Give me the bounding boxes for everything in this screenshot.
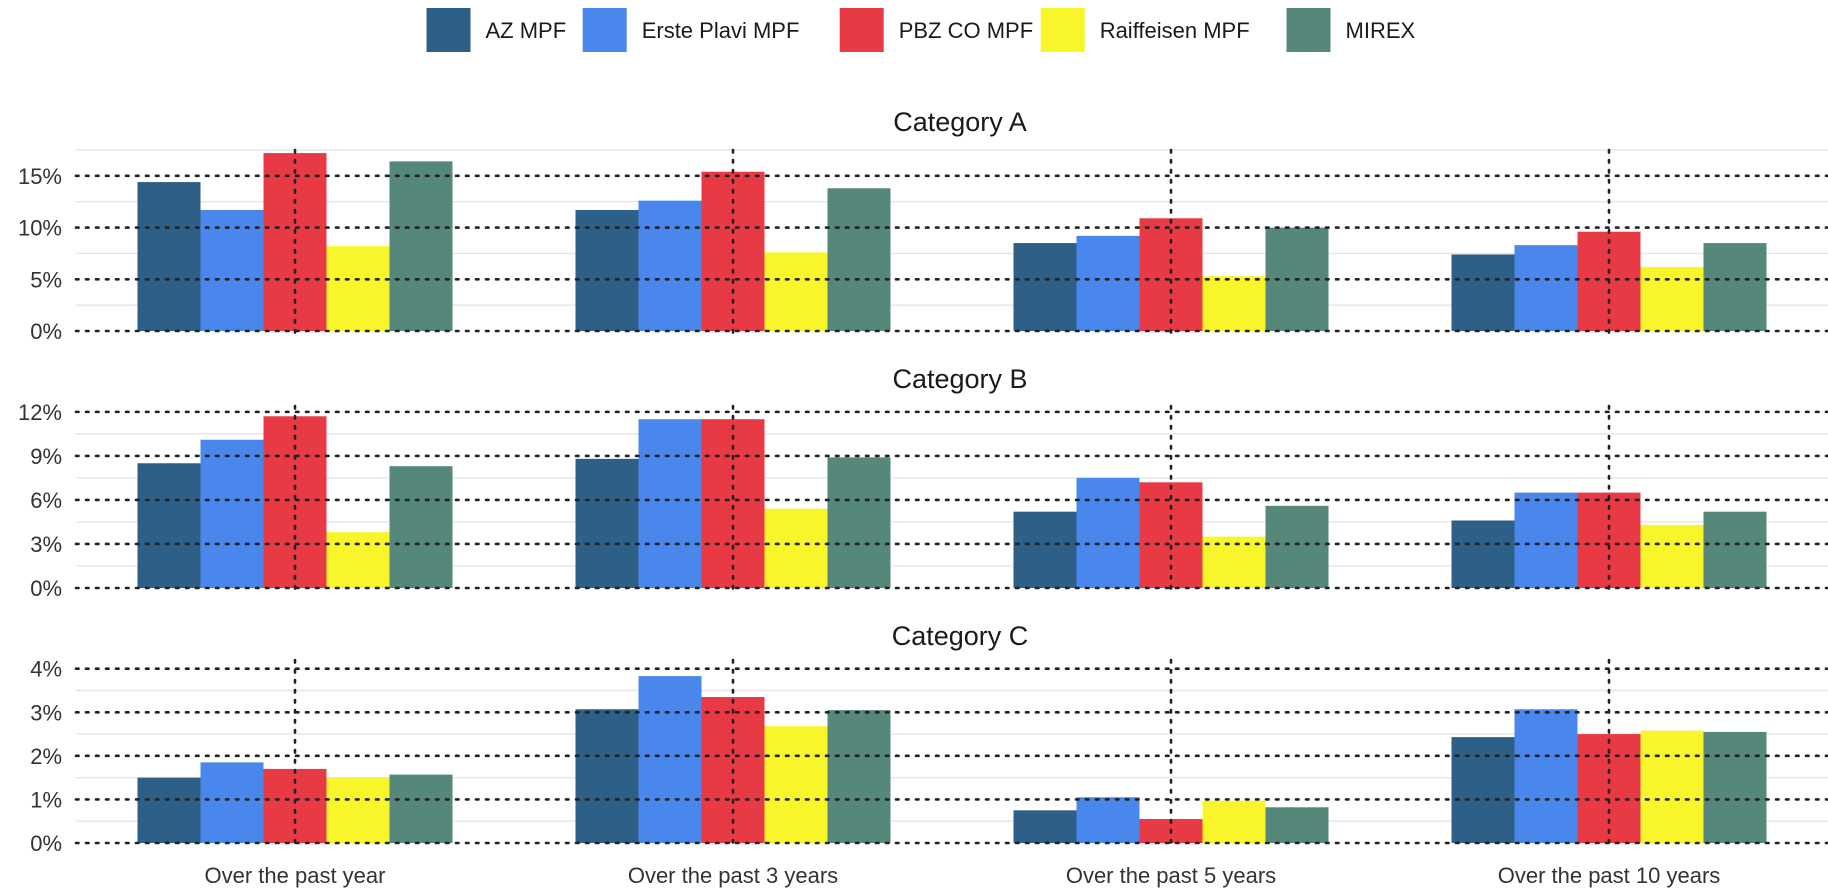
legend-swatch [1040, 8, 1085, 52]
x-tick-label: Over the past year [205, 863, 386, 888]
bar-az-mpf [575, 209, 639, 331]
bars [137, 676, 1767, 843]
bar-az-mpf [1451, 254, 1515, 331]
bar-raiffeisen-mpf [326, 246, 390, 331]
y-tick-label: 5% [30, 267, 62, 292]
panel-title: Category A [893, 107, 1027, 137]
bar-az-mpf [137, 182, 201, 331]
legend-item: PBZ CO MPF [839, 8, 1033, 52]
y-tick-label: 15% [18, 164, 62, 189]
bars [137, 416, 1767, 588]
bar-pbz-co-mpf [701, 419, 765, 588]
y-tick-label: 9% [30, 444, 62, 469]
bar-az-mpf [137, 777, 201, 843]
bar-pbz-co-mpf [1139, 218, 1203, 331]
bar-mirex [1703, 511, 1767, 588]
legend-swatch [839, 8, 884, 52]
y-tick-label: 4% [30, 657, 62, 682]
legend-swatch [1286, 8, 1331, 52]
y-tick-label: 0% [30, 831, 62, 856]
legend-label: MIREX [1346, 18, 1416, 43]
bar-raiffeisen-mpf [326, 532, 390, 588]
legend-swatch [582, 8, 627, 52]
bar-erste-plavi-mpf [1076, 477, 1140, 588]
bar-mirex [389, 774, 453, 843]
bar-az-mpf [1451, 737, 1515, 843]
y-tick-label: 1% [30, 787, 62, 812]
bar-raiffeisen-mpf [1640, 266, 1704, 331]
bar-mirex [827, 457, 891, 588]
legend: AZ MPF Erste Plavi MPF PBZ CO MPF Raiffeise… [426, 8, 1416, 52]
legend-label: Raiffeisen MPF [1100, 18, 1250, 43]
bar-mirex [389, 466, 453, 588]
panel: Category C 0% 1% 2% 3% 4% [30, 621, 1828, 856]
bar-raiffeisen-mpf [1202, 800, 1266, 843]
bar-az-mpf [137, 463, 201, 588]
bar-erste-plavi-mpf [1076, 797, 1140, 843]
bar-erste-plavi-mpf [638, 676, 702, 843]
bar-raiffeisen-mpf [1202, 536, 1266, 588]
panel: Category B 0% 3% 6% 9% 12% [18, 364, 1828, 601]
bar-erste-plavi-mpf [638, 200, 702, 331]
y-tick-label: 0% [30, 576, 62, 601]
panel: Category A 0% 5% 10% 15% [18, 107, 1828, 344]
bar-mirex [1703, 731, 1767, 843]
bar-raiffeisen-mpf [764, 726, 828, 843]
y-tick-label: 2% [30, 744, 62, 769]
x-axis: Over the past year Over the past 3 years O… [205, 863, 1721, 888]
bar-mirex [1703, 243, 1767, 331]
bar-mirex [827, 188, 891, 331]
y-tick-label: 6% [30, 488, 62, 513]
x-tick-label: Over the past 3 years [628, 863, 838, 888]
y-tick-label: 3% [30, 532, 62, 557]
bar-erste-plavi-mpf [1514, 245, 1578, 331]
bar-az-mpf [575, 458, 639, 588]
bar-raiffeisen-mpf [1640, 524, 1704, 588]
bar-erste-plavi-mpf [200, 762, 264, 843]
bar-mirex [389, 161, 453, 331]
bar-az-mpf [1013, 243, 1077, 331]
bar-erste-plavi-mpf [1076, 235, 1140, 331]
legend-label: PBZ CO MPF [899, 18, 1033, 43]
bar-mirex [827, 710, 891, 843]
bar-mirex [1265, 807, 1329, 843]
bar-erste-plavi-mpf [1514, 492, 1578, 588]
bar-mirex [1265, 505, 1329, 588]
bar-erste-plavi-mpf [638, 419, 702, 588]
legend-label: AZ MPF [486, 18, 567, 43]
bar-az-mpf [1013, 511, 1077, 588]
legend-label: Erste Plavi MPF [642, 18, 800, 43]
bar-erste-plavi-mpf [200, 439, 264, 588]
legend-swatch [426, 8, 471, 52]
legend-item: MIREX [1286, 8, 1416, 52]
legend-item: Erste Plavi MPF [582, 8, 800, 52]
panels: Category A 0% 5% 10% 15% Category B 0% 3% 6% 9% 12… [18, 107, 1828, 856]
bar-pbz-co-mpf [263, 416, 327, 588]
y-tick-label: 3% [30, 700, 62, 725]
bar-raiffeisen-mpf [764, 508, 828, 588]
bars [137, 153, 1767, 331]
bar-raiffeisen-mpf [764, 252, 828, 331]
bar-erste-plavi-mpf [200, 209, 264, 331]
x-tick-label: Over the past 5 years [1066, 863, 1276, 888]
bar-erste-plavi-mpf [1514, 709, 1578, 843]
bar-raiffeisen-mpf [1202, 276, 1266, 331]
legend-item: AZ MPF [426, 8, 567, 52]
panel-title: Category C [892, 621, 1029, 651]
legend-item: Raiffeisen MPF [1040, 8, 1250, 52]
y-tick-label: 12% [18, 400, 62, 425]
bar-az-mpf [1013, 810, 1077, 843]
panel-title: Category B [892, 364, 1027, 394]
bar-raiffeisen-mpf [1640, 730, 1704, 843]
x-tick-label: Over the past 10 years [1498, 863, 1721, 888]
y-tick-label: 0% [30, 319, 62, 344]
bar-raiffeisen-mpf [326, 777, 390, 843]
y-tick-label: 10% [18, 216, 62, 241]
bar-az-mpf [575, 709, 639, 843]
bar-az-mpf [1451, 520, 1515, 588]
